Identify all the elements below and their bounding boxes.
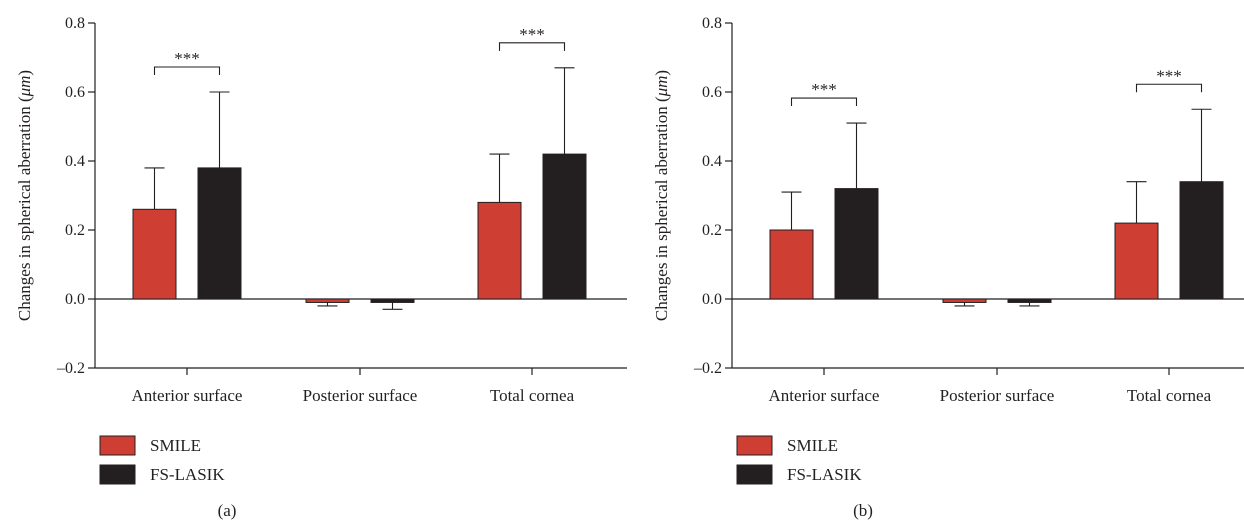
y-tick-label: 0.2 — [702, 222, 722, 239]
y-tick-label: 0.6 — [65, 84, 85, 101]
significance-label: *** — [1156, 66, 1182, 85]
y-axis-label: Changes in spherical aberration (μm) — [15, 70, 34, 321]
panel-label: (a) — [218, 501, 237, 520]
legend-swatch-smile — [99, 435, 136, 456]
bar-smile-posterior-surface — [305, 298, 350, 303]
y-tick-label: 0.2 — [65, 222, 85, 239]
bar-smile-total-cornea — [1114, 222, 1159, 300]
y-axis-label: Changes in spherical aberration (μm) — [652, 70, 671, 321]
y-tick-label: –0.2 — [693, 360, 722, 377]
chart-panel-a: 0.8 0.6 0.4 0.2 0.0 –0.2 Anterior surface Poste… — [15, 15, 627, 520]
y-tick-label: 0.4 — [65, 153, 85, 170]
significance-label: *** — [811, 80, 837, 99]
y-tick-label: 0.6 — [702, 84, 722, 101]
bar-fs-lasik-posterior-surface — [370, 298, 415, 303]
legend-swatch-smile — [736, 435, 773, 456]
chart-panel-b: 0.8 0.6 0.4 0.2 0.0 –0.2 Anterior surface Poste… — [652, 15, 1244, 520]
bar-fs-lasik-posterior-surface — [1007, 298, 1052, 303]
significance-bracket — [790, 97, 858, 107]
legend-label-smile: SMILE — [150, 436, 201, 455]
panel-label: (b) — [853, 501, 873, 520]
legend-swatch-fs-lasik — [99, 464, 136, 485]
y-tick-label: 0.0 — [65, 291, 85, 308]
significance-label: *** — [519, 25, 545, 44]
legend-swatch-fs-lasik — [736, 464, 773, 485]
bar-smile-anterior-surface — [132, 208, 177, 300]
y-axis-label-unit: μm — [652, 76, 671, 98]
legend-label-smile: SMILE — [787, 436, 838, 455]
significance-bracket — [1135, 83, 1203, 93]
x-tick-label: Total cornea — [490, 386, 575, 405]
y-axis-label-unit: μm — [15, 76, 34, 98]
y-tick-label: 0.8 — [702, 15, 722, 32]
x-tick-label: Anterior surface — [132, 386, 243, 405]
y-tick-label: 0.8 — [65, 15, 85, 32]
y-axis-label-suffix: ) — [15, 70, 34, 76]
bar-fs-lasik-anterior-surface — [197, 167, 242, 300]
bar-smile-total-cornea — [477, 201, 522, 300]
legend-label-fs-lasik: FS-LASIK — [787, 465, 862, 484]
x-tick-label: Total cornea — [1127, 386, 1212, 405]
y-axis-label-prefix: Changes in spherical aberration ( — [15, 96, 34, 321]
significance-bracket — [153, 66, 221, 75]
y-tick-label: –0.2 — [56, 360, 85, 377]
bar-smile-posterior-surface — [942, 298, 987, 303]
x-tick-label: Anterior surface — [769, 386, 880, 405]
y-axis-label-suffix: ) — [652, 70, 671, 76]
significance-bracket — [498, 42, 566, 51]
x-tick-label: Posterior surface — [303, 386, 418, 405]
bar-fs-lasik-anterior-surface — [834, 188, 879, 300]
legend-label-fs-lasik: FS-LASIK — [150, 465, 225, 484]
significance-label: *** — [174, 49, 200, 68]
bar-fs-lasik-total-cornea — [1179, 181, 1224, 300]
bar-fs-lasik-total-cornea — [542, 153, 587, 300]
y-axis-label-prefix: Changes in spherical aberration ( — [652, 96, 671, 321]
x-tick-label: Posterior surface — [940, 386, 1055, 405]
y-tick-label: 0.0 — [702, 291, 722, 308]
y-tick-label: 0.4 — [702, 153, 722, 170]
bar-smile-anterior-surface — [769, 229, 814, 300]
